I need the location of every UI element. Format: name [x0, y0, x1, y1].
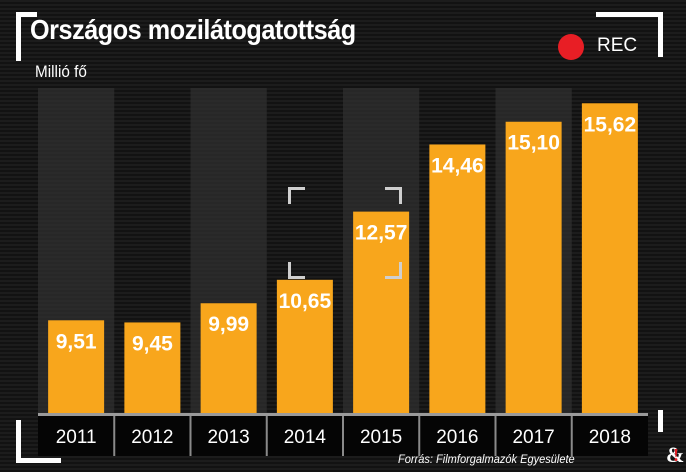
bar — [124, 322, 181, 413]
x-axis-separator — [494, 416, 497, 456]
x-axis-separator — [265, 416, 268, 456]
focus-bracket-bottom-left — [288, 262, 305, 279]
x-axis-separator — [113, 416, 116, 456]
bar — [581, 103, 638, 413]
bar — [276, 279, 333, 413]
frame-corner-top-right — [596, 12, 663, 57]
rec-label: REC — [597, 35, 638, 56]
data-label: 15,10 — [507, 132, 560, 155]
x-tick-label: 2016 — [436, 427, 478, 448]
bar — [200, 303, 257, 413]
publisher-logo: &! — [666, 442, 685, 467]
data-label: 15,62 — [584, 113, 637, 136]
focus-bracket-top-right — [385, 187, 402, 204]
data-label: 12,57 — [355, 222, 408, 245]
bar — [429, 144, 486, 413]
x-tick-label: 2012 — [131, 427, 173, 448]
data-label: 9,51 — [56, 330, 97, 353]
x-tick-label: 2018 — [589, 427, 631, 448]
x-tick-label: 2011 — [56, 427, 97, 448]
data-label: 14,46 — [431, 154, 484, 177]
x-tick-label: 2013 — [207, 427, 249, 448]
x-tick-label: 2015 — [360, 427, 402, 448]
x-axis-separator — [189, 416, 192, 456]
x-axis-separator — [570, 416, 573, 456]
x-axis-separator — [418, 416, 421, 456]
frame-corner-top-left — [16, 12, 37, 61]
bar — [353, 211, 410, 413]
unit-label: Millió fő — [35, 62, 87, 81]
bar — [48, 320, 105, 413]
x-axis-line — [38, 413, 648, 416]
x-tick-label: 2017 — [512, 427, 554, 448]
focus-bracket-bottom-right — [385, 262, 402, 279]
frame-corner-bottom-right — [648, 410, 663, 432]
x-axis-separator — [342, 416, 344, 456]
logo-mark: & — [666, 442, 685, 467]
frame-corner-bottom-left — [16, 420, 61, 463]
x-tick-label: 2014 — [284, 427, 327, 448]
data-label: 10,65 — [279, 290, 332, 313]
chart-title: Országos mozilátogatottság — [30, 14, 356, 45]
focus-bracket-top-left — [288, 187, 305, 204]
data-label: 9,45 — [132, 332, 173, 355]
source-note: Forrás: Filmforgalmazók Egyesülete — [398, 452, 575, 466]
bar — [505, 121, 562, 414]
rec-indicator-icon — [558, 34, 584, 60]
data-label: 9,99 — [208, 313, 249, 336]
